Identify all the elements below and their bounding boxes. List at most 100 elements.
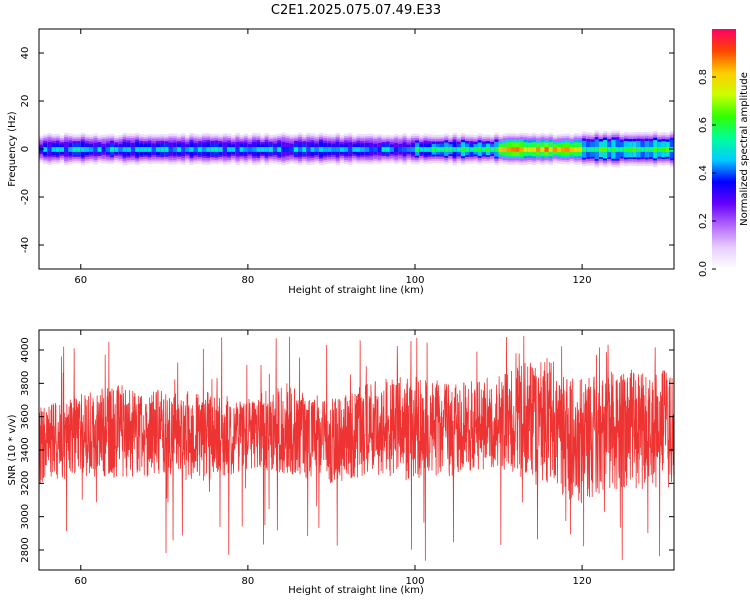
heatmap-cell (544, 147, 549, 152)
heatmap-cell (364, 147, 370, 152)
heatmap-cell (72, 147, 77, 152)
heatmap-cell (431, 147, 437, 152)
heatmap-cell (289, 147, 295, 152)
heatmap-cell (256, 147, 261, 152)
heatmap-cell (64, 147, 69, 152)
heatmap-cell (327, 147, 332, 152)
heatmap-cell (155, 147, 161, 152)
heatmap-cell (502, 147, 508, 152)
heatmap-cell (594, 147, 600, 152)
y-tick-label: 0 (20, 146, 31, 152)
heatmap-cell (139, 147, 144, 152)
heatmap-cell (632, 147, 637, 152)
heatmap-cell (172, 147, 178, 152)
y-tick-label: 4000 (20, 337, 31, 362)
heatmap-cell (302, 147, 307, 152)
y-tick-label: -20 (20, 189, 31, 205)
heatmap-cell (419, 147, 424, 152)
heatmap-cell (343, 147, 349, 152)
heatmap-cell (628, 147, 633, 152)
heatmap-cell (519, 147, 524, 152)
heatmap-cell (168, 147, 173, 152)
y-tick-label: 3200 (20, 471, 31, 496)
x-tick-label: 60 (74, 576, 87, 587)
heatmap-cell (540, 147, 545, 152)
spectrogram-y-label: Frequency (Hz) (7, 111, 18, 187)
heatmap-cell (143, 147, 148, 152)
colorbar: 0.0 0.2 0.4 0.6 0.8 Normalized spectral ampl… (698, 29, 750, 277)
heatmap-cell (602, 147, 608, 152)
colorbar-tick-label: 0.6 (698, 117, 709, 133)
heatmap-cell (348, 147, 353, 152)
heatmap-cell (80, 147, 86, 152)
heatmap-cell (460, 147, 466, 152)
spectrogram-x-axis: 60 80 100 120 (74, 29, 592, 286)
spectrogram-panel: 60 80 100 120 -40 -20 0 20 40 Height of straigh… (7, 28, 675, 296)
heatmap-cell (114, 147, 119, 152)
heatmap-cell (43, 147, 48, 152)
heatmap-cell (498, 147, 504, 152)
heatmap-cell (84, 147, 90, 152)
heatmap-cell (444, 147, 449, 152)
heatmap-cell (477, 147, 483, 152)
heatmap-cell (636, 147, 641, 152)
heatmap-cell (473, 147, 478, 152)
heatmap-cell (548, 147, 554, 152)
x-tick-label: 80 (242, 275, 255, 286)
heatmap-cell (352, 147, 357, 152)
heatmap-cell (465, 147, 470, 152)
heatmap-cell (406, 147, 412, 152)
heatmap-cell (515, 147, 520, 152)
heatmap-cell (47, 147, 52, 152)
heatmap-cell (569, 147, 575, 152)
snr-x-axis: 60 80 100 120 (74, 330, 592, 587)
y-tick-label: 3400 (20, 437, 31, 462)
heatmap-cell (201, 147, 207, 152)
heatmap-cell (356, 147, 361, 152)
y-tick-label: 40 (20, 47, 31, 60)
heatmap-cell (243, 147, 249, 152)
heatmap-cell (110, 147, 115, 152)
heatmap-cell (189, 147, 194, 152)
spectrogram-y-axis: -40 -20 0 20 40 (20, 47, 674, 253)
heatmap-cell (272, 147, 278, 152)
heatmap-cell (469, 147, 474, 152)
snr-series (39, 335, 674, 561)
y-tick-label: -40 (20, 237, 31, 253)
heatmap-cell (268, 147, 274, 152)
heatmap-cell (118, 147, 123, 152)
heatmap-cell (657, 147, 662, 152)
heatmap-cell (130, 147, 136, 152)
heatmap-cell (76, 147, 82, 152)
heatmap-cell (160, 147, 165, 152)
heatmap-cell (523, 147, 529, 152)
y-tick-label: 20 (20, 95, 31, 108)
heatmap-cell (164, 147, 169, 152)
heatmap-cell (452, 147, 458, 152)
heatmap-cell (89, 147, 94, 152)
heatmap-cell (122, 147, 128, 152)
heatmap-cell (494, 147, 499, 152)
heatmap-cell (68, 147, 73, 152)
x-tick-label: 100 (405, 275, 424, 286)
snr-line (39, 335, 674, 561)
heatmap-cell (377, 147, 382, 152)
heatmap-cell (590, 147, 595, 152)
heatmap-cell (331, 147, 336, 152)
heatmap-cell (607, 147, 612, 152)
heatmap-cell (644, 147, 650, 152)
heatmap-cell (511, 147, 516, 152)
figure-title: C2E1.2025.075.07.49.E33 (271, 3, 441, 18)
heatmap-cell (527, 147, 533, 152)
x-tick-label: 120 (573, 275, 592, 286)
heatmap-cell (335, 147, 341, 152)
heatmap-cell (298, 147, 303, 152)
heatmap-cell (210, 147, 215, 152)
heatmap-cell (231, 147, 236, 152)
heatmap-cell (490, 147, 495, 152)
heatmap-cell (573, 147, 579, 152)
heatmap-cell (105, 147, 111, 152)
heatmap-cell (264, 147, 270, 152)
heatmap-cell (310, 147, 316, 152)
colorbar-ticks: 0.0 0.2 0.4 0.6 0.8 (698, 69, 716, 277)
